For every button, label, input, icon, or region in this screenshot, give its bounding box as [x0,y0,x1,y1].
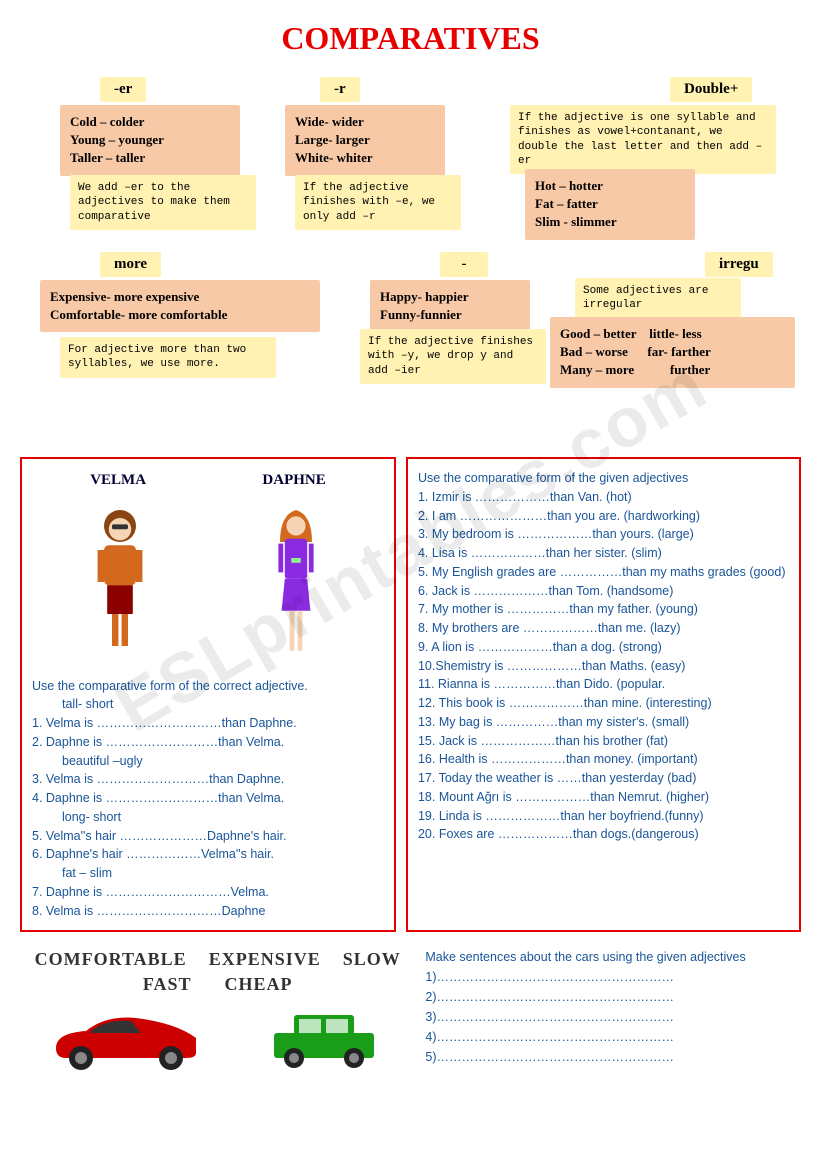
green-car-image [259,1003,389,1073]
exercises-row: VELMA DAPHNE [20,457,801,932]
ex2-q18: 18. Mount Ağrı is ………………than Nemrut. (hi… [418,788,789,807]
car-w5: CHEAP [225,974,293,994]
ex2-q1: 1. Izmir is ………………than Van. (hot) [418,488,789,507]
rules-area: -er Cold – colder Young – younger Taller… [20,77,801,447]
ex2-q13: 13. My bag is ……………than my sister's. (sm… [418,713,789,732]
rule-more-label: more [100,252,161,277]
ex2-q2: 2. I am …………………than you are. (hardworkin… [418,507,789,526]
rule-r-note: If the adjective finishes with –e, we on… [295,175,461,230]
sentences-section: Make sentences about the cars using the … [425,947,801,1072]
rule-r-examples: Wide- wider Large- larger White- whiter [285,105,445,176]
car-w3: SLOW [343,949,401,969]
ex2-q8: 8. My brothers are ………………than me. (lazy) [418,619,789,638]
ex1-intro: Use the comparative form of the correct … [32,677,384,696]
ex2-q17: 17. Today the weather is ……than yesterda… [418,769,789,788]
ex1-q8: 8. Velma is …………………………Daphne [32,902,384,921]
car-w4: FAST [143,974,192,994]
page-title: COMPARATIVES [20,20,801,57]
ex2-q15: 15. Jack is ………………than his brother (fat) [418,732,789,751]
car-w2: EXPENSIVE [209,949,321,969]
cars-l2: 2)………………………………………………… [425,987,801,1007]
rule-y-note: If the adjective finishes with –y, we dr… [360,329,546,384]
char2-label: DAPHNE [262,469,325,492]
car-w1: COMFORTABLE [35,949,187,969]
daphne-image [256,502,336,662]
cars-l3: 3)………………………………………………… [425,1007,801,1027]
cars-intro: Make sentences about the cars using the … [425,947,801,967]
ex1-q1: 1. Velma is …………………………than Daphne. [32,714,384,733]
rule-more-note: For adjective more than two syllables, w… [60,337,276,378]
ex1-pair3: long- short [32,808,384,827]
cars-l4: 4)………………………………………………… [425,1027,801,1047]
ex2-q16: 16. Health is ………………than money. (importa… [418,750,789,769]
velma-image [80,502,160,662]
ex1-q2: 2. Daphne is ………………………than Velma. [32,733,384,752]
rule-r-label: -r [320,77,360,102]
ex1-q4: 4. Daphne is ………………………than Velma. [32,789,384,808]
bottom-area: COMFORTABLE EXPENSIVE SLOW FAST CHEAP [20,947,801,1072]
ex2-q12: 12. This book is ………………than mine. (inter… [418,694,789,713]
ex2-intro: Use the comparative form of the given ad… [418,469,789,488]
ex2-q11: 11. Rianna is ……………than Dido. (popular. [418,675,789,694]
ex2-q7: 7. My mother is ……………than my father. (yo… [418,600,789,619]
ex1-q3: 3. Velma is ………………………than Daphne. [32,770,384,789]
ex2-q6: 6. Jack is ………………than Tom. (handsome) [418,582,789,601]
rule-double-label: Double+ [670,77,752,102]
ex1-q7: 7. Daphne is …………………………Velma. [32,883,384,902]
cars-l1: 1)………………………………………………… [425,967,801,987]
ex2-q3: 3. My bedroom is ………………than yours. (larg… [418,525,789,544]
char1-label: VELMA [90,469,146,492]
exercise-2: Use the comparative form of the given ad… [406,457,801,932]
rule-irreg-examples: Good – better little- less Bad – worse f… [550,317,795,388]
rule-double-note: If the adjective is one syllable and fin… [510,105,776,174]
rule-irreg-note: Some adjectives are irregular [575,278,741,319]
rule-irreg-label: irregu [705,252,773,277]
ex2-q5: 5. My English grades are ……………than my ma… [418,563,789,582]
ex2-q9: 9. A lion is ………………than a dog. (strong) [418,638,789,657]
ex2-q10: 10.Shemistry is ………………than Maths. (easy) [418,657,789,676]
red-car-image [46,1003,206,1073]
ex1-pair4: fat – slim [32,864,384,883]
rule-er-label: -er [100,77,146,102]
ex2-q20: 20. Foxes are ………………than dogs.(dangerous… [418,825,789,844]
ex2-q19: 19. Linda is ………………than her boyfriend.(f… [418,807,789,826]
rule-y-examples: Happy- happier Funny-funnier [370,280,530,332]
rule-double-examples: Hot – hotter Fat – fatter Slim - slimmer [525,169,695,240]
ex1-pair1: tall- short [32,695,384,714]
rule-y-label: - [440,252,488,277]
cars-section: COMFORTABLE EXPENSIVE SLOW FAST CHEAP [20,947,415,1072]
rule-more-examples: Expensive- more expensive Comfortable- m… [40,280,320,332]
ex1-q6: 6. Daphne's hair ………………Velma''s hair. [32,845,384,864]
ex1-q5: 5. Velma''s hair …………………Daphne's hair. [32,827,384,846]
ex2-q4: 4. Lisa is ………………than her sister. (slim) [418,544,789,563]
rule-er-note: We add –er to the adjectives to make the… [70,175,256,230]
rule-er-examples: Cold – colder Young – younger Taller – t… [60,105,240,176]
ex1-pair2: beautiful –ugly [32,752,384,771]
exercise-1: VELMA DAPHNE [20,457,396,932]
cars-l5: 5)………………………………………………… [425,1047,801,1067]
